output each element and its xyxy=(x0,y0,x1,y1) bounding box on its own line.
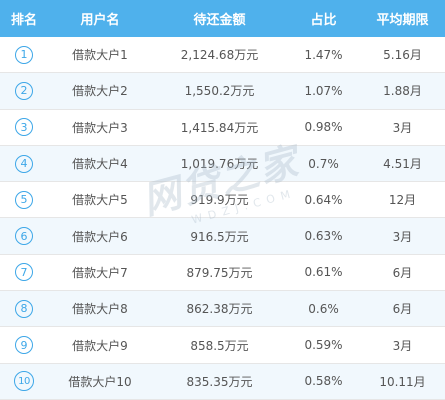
term-cell: 3月 xyxy=(392,338,413,353)
term-cell: 6月 xyxy=(392,265,413,280)
amount-cell: 1,415.84万元 xyxy=(180,120,259,135)
amount-cell: 916.5万元 xyxy=(190,229,249,244)
rank-badge: 3 xyxy=(15,118,33,137)
amount-cell: 879.75万元 xyxy=(186,265,253,280)
amount-cell: 835.35万元 xyxy=(186,374,253,389)
table-header: 排名 用户名 待还金额 占比 平均期限 xyxy=(0,0,445,37)
rank-badge: 1 xyxy=(15,45,33,64)
ratio-cell: 0.98% xyxy=(304,120,343,135)
term-cell: 12月 xyxy=(388,193,417,208)
header-ratio: 占比 xyxy=(310,13,337,28)
user-cell: 借款大户3 xyxy=(72,120,128,135)
term-cell: 3月 xyxy=(392,120,413,135)
rank-badge: 6 xyxy=(15,227,33,246)
table-row: 9 借款大户9 858.5万元 0.59% 3月 xyxy=(0,327,445,364)
table-row: 8 借款大户8 862.38万元 0.6% 6月 xyxy=(0,291,445,328)
amount-cell: 919.9万元 xyxy=(190,193,249,208)
ratio-cell: 1.07% xyxy=(304,83,343,98)
table-row: 2 借款大户2 1,550.2万元 1.07% 1.88月 xyxy=(0,73,445,110)
ratio-cell: 0.6% xyxy=(308,301,339,316)
ratio-cell: 0.63% xyxy=(304,229,343,244)
user-cell: 借款大户8 xyxy=(72,302,128,317)
amount-cell: 862.38万元 xyxy=(186,302,253,317)
amount-cell: 1,019.76万元 xyxy=(180,157,259,172)
ratio-cell: 0.7% xyxy=(308,156,339,171)
amount-cell: 1,550.2万元 xyxy=(184,84,255,99)
term-cell: 10.11月 xyxy=(379,374,426,389)
user-cell: 借款大户9 xyxy=(72,338,128,353)
rank-badge: 9 xyxy=(15,336,33,355)
user-cell: 借款大户6 xyxy=(72,229,128,244)
header-amount: 待还金额 xyxy=(193,13,246,28)
user-cell: 借款大户2 xyxy=(72,84,128,99)
user-cell: 借款大户1 xyxy=(72,48,128,63)
header-user: 用户名 xyxy=(80,13,120,28)
term-cell: 1.88月 xyxy=(383,84,422,99)
term-cell: 3月 xyxy=(392,229,413,244)
table-row: 6 借款大户6 916.5万元 0.63% 3月 xyxy=(0,218,445,255)
ratio-cell: 0.61% xyxy=(304,265,343,280)
table-row: 7 借款大户7 879.75万元 0.61% 6月 xyxy=(0,255,445,292)
table-row: 10 借款大户10 835.35万元 0.58% 10.11月 xyxy=(0,363,445,400)
user-cell: 借款大户5 xyxy=(72,193,128,208)
term-cell: 6月 xyxy=(392,302,413,317)
amount-cell: 2,124.68万元 xyxy=(180,48,259,63)
ratio-cell: 0.64% xyxy=(304,192,343,207)
ratio-cell: 0.58% xyxy=(304,374,343,389)
user-cell: 借款大户7 xyxy=(72,265,128,280)
ratio-cell: 1.47% xyxy=(304,47,343,62)
table-row: 4 借款大户4 1,019.76万元 0.7% 4.51月 xyxy=(0,145,445,183)
rank-badge: 7 xyxy=(15,263,33,282)
table-row: 1 借款大户1 2,124.68万元 1.47% 5.16月 xyxy=(0,37,445,74)
header-term: 平均期限 xyxy=(376,13,429,28)
rank-badge: 10 xyxy=(14,371,34,392)
table-row: 5 借款大户5 919.9万元 0.64% 12月 xyxy=(0,182,445,219)
table-row: 3 借款大户3 1,415.84万元 0.98% 3月 xyxy=(0,110,445,146)
rank-badge: 4 xyxy=(15,154,33,173)
amount-cell: 858.5万元 xyxy=(190,338,249,353)
user-cell: 借款大户4 xyxy=(72,157,128,172)
term-cell: 4.51月 xyxy=(383,157,422,172)
term-cell: 5.16月 xyxy=(383,48,422,63)
rank-badge: 2 xyxy=(15,81,33,100)
ratio-cell: 0.59% xyxy=(304,338,343,353)
header-rank: 排名 xyxy=(10,13,37,28)
user-cell: 借款大户10 xyxy=(68,374,132,389)
rank-badge: 8 xyxy=(15,299,33,318)
rank-badge: 5 xyxy=(15,190,33,209)
